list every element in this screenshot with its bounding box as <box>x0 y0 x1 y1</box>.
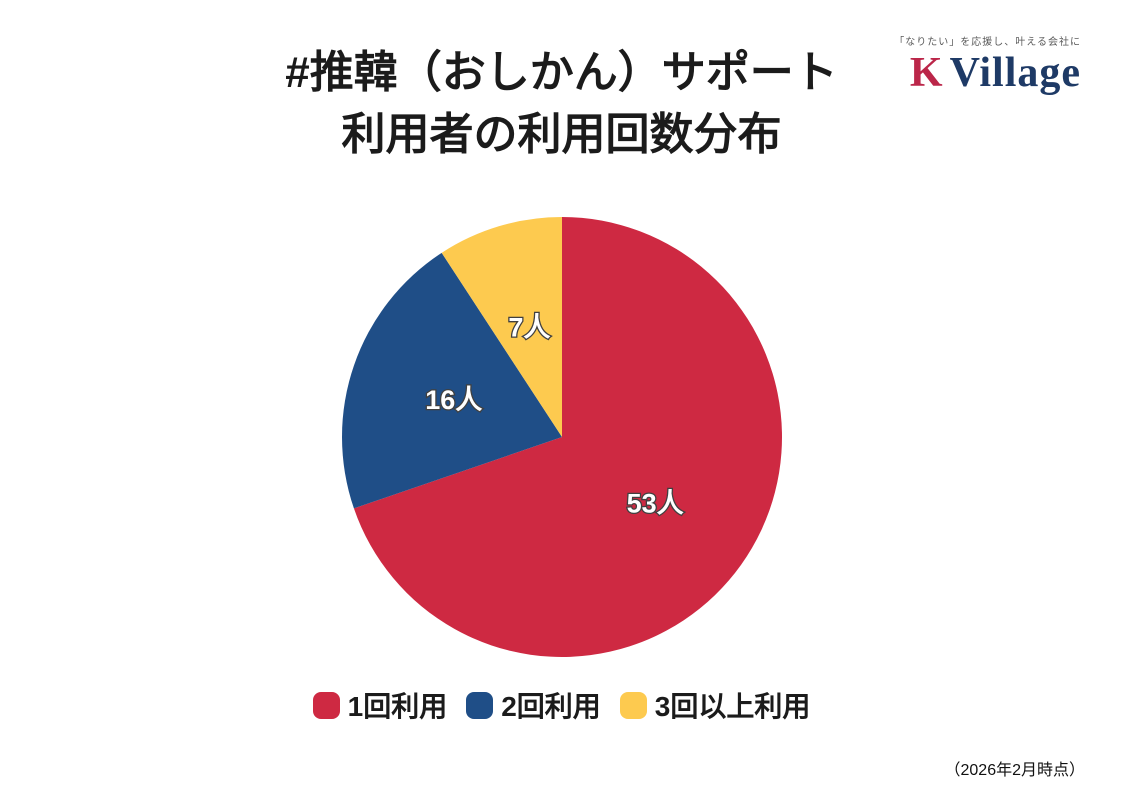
kvillage-logo: 「なりたい」を応援し、叶える会社に K Village <box>894 33 1081 94</box>
legend-label-2: 2回利用 <box>501 691 601 722</box>
legend-label-1: 1回利用 <box>347 691 448 722</box>
pie-slice-label-2: 16人 <box>425 385 482 415</box>
legend-label-3: 3回以上利用 <box>654 691 811 722</box>
pie-slice-label-1: 53人 <box>627 489 684 519</box>
page-title-line-1: #推韓（おしかん）サポート <box>285 48 838 97</box>
pie-slice-1 <box>353 217 783 657</box>
legend-swatch-red <box>312 691 340 719</box>
pie-chart-svg: 53人 16人 7人 <box>341 217 783 657</box>
legend-item-2: 2回利用 <box>466 685 601 725</box>
legend-swatch-yellow <box>619 691 647 719</box>
logo-word-village: Village <box>949 50 1081 96</box>
logo-wordmark: K Village <box>894 52 1081 94</box>
legend-item-1: 1回利用 <box>312 685 448 725</box>
pie-slice-2 <box>341 252 562 509</box>
legend-swatch-blue <box>466 691 494 719</box>
pie-slice-label-3: 7人 <box>508 312 550 342</box>
logo-tagline: 「なりたい」を応援し、叶える会社に <box>894 37 1081 48</box>
footnote: （2026年2月時点） <box>944 762 1086 779</box>
chart-legend: 1回利用 2回利用 3回以上利用 <box>0 685 1123 725</box>
page-title: #推韓（おしかん）サポート 利用者の利用回数分布 <box>0 42 1123 166</box>
pie-slice-3 <box>441 217 562 437</box>
logo-letter-k: K <box>909 50 944 96</box>
legend-item-3: 3回以上利用 <box>619 685 811 725</box>
page-title-line-2: 利用者の利用回数分布 <box>341 110 782 159</box>
pie-chart: 53人 16人 7人 <box>332 207 792 667</box>
